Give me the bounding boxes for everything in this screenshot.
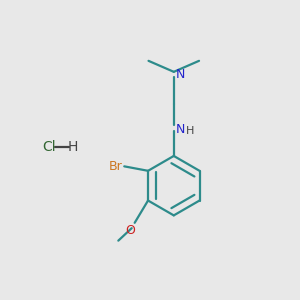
Text: N: N	[176, 123, 185, 136]
Text: Cl: Cl	[42, 140, 56, 154]
Text: O: O	[125, 224, 135, 237]
Text: Br: Br	[109, 160, 123, 173]
Text: H: H	[68, 140, 78, 154]
Text: H: H	[186, 126, 195, 136]
Text: N: N	[176, 68, 185, 81]
